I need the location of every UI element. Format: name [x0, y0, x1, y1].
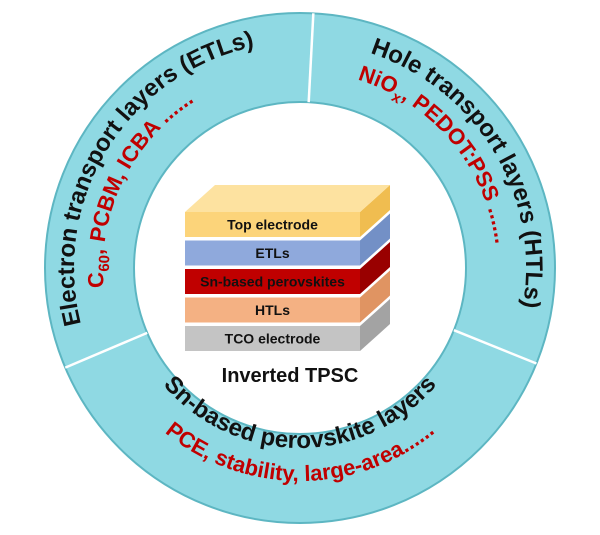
layer: [185, 212, 360, 237]
dividers: [64, 13, 537, 369]
layer-top: [185, 185, 390, 212]
layer-side: [360, 213, 390, 266]
layer-side: [360, 299, 390, 351]
divider: [453, 329, 537, 365]
stack-caption: Inverted TPSC: [222, 365, 359, 387]
layer-label: TCO electrode: [225, 331, 321, 347]
layer-stack: TCO electrode HTLs Sn-based perovskites ETL…: [185, 185, 390, 351]
layer: [185, 269, 360, 294]
layer-label: Top electrode: [227, 217, 318, 233]
divider: [64, 331, 148, 369]
layer: [185, 326, 360, 351]
layer-label: Sn-based perovskites: [200, 274, 345, 290]
layer-side: [360, 270, 390, 323]
layer-side: [360, 242, 390, 294]
layer-label: ETLs: [255, 245, 289, 261]
divider: [307, 13, 315, 103]
layer-side: [360, 185, 390, 237]
layer: [185, 297, 360, 323]
layer: [185, 240, 360, 266]
layer-label: HTLs: [255, 302, 290, 318]
